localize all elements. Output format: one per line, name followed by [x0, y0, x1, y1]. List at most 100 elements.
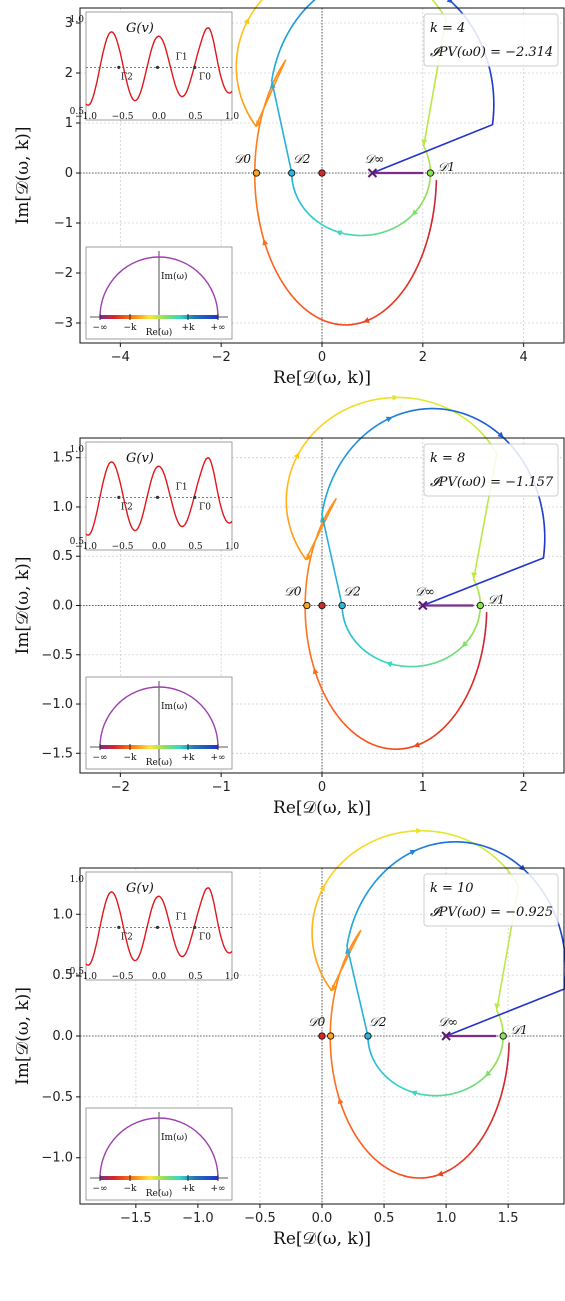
inset-im-label: Im(ω)	[161, 701, 187, 712]
point-marker	[476, 601, 484, 610]
curve-arrow	[335, 230, 343, 236]
x-tick-label: 1	[419, 780, 427, 795]
point-marker	[338, 601, 346, 610]
inset-x-tick: 0.0	[152, 112, 167, 122]
x-axis-label: Re[𝒟(ω, k)]	[273, 368, 371, 388]
point-marker	[318, 601, 326, 610]
y-axis-label: Im[𝒟(ω, k)]	[13, 987, 33, 1085]
inset-contour-baseline	[100, 315, 218, 319]
inset-contour-arc	[99, 1117, 219, 1179]
curve-segment	[321, 513, 343, 607]
y-tick-label: −1.5	[41, 746, 73, 761]
inset-crossing-point	[193, 495, 197, 499]
inset-x-tick: −1.0	[75, 542, 97, 552]
point-marker	[288, 169, 296, 177]
inset-frame	[85, 871, 233, 981]
inset-crossing-point	[117, 65, 121, 69]
curve-segment	[371, 123, 494, 174]
curve-arrow	[484, 1070, 492, 1077]
inset-tick-label: +k	[182, 1184, 196, 1194]
curve-arrow	[337, 1097, 344, 1105]
point-label: 𝒟0	[234, 152, 252, 166]
y-axis-label: Im[𝒟(ω, k)]	[13, 557, 33, 655]
inset-gamma-label: Γ0	[199, 502, 211, 512]
x-tick-label: 0	[318, 350, 326, 365]
curve-arrow	[471, 572, 478, 579]
chart-panel-0: 𝒟0 𝒟2 𝒟∞ 𝒟1 −4 −2 0 2 4 −3 −2 −1 0 1 2 3 Re[𝒟(ω, k)] I…	[13, 0, 565, 388]
y-tick-label: 0.5	[52, 549, 73, 564]
point-label: 𝒟0	[308, 1015, 326, 1029]
point-marker	[318, 169, 326, 177]
inset-tick-label: −∞	[92, 1184, 107, 1194]
inset-im-label: Im(ω)	[161, 1132, 187, 1143]
y-tick-label: −1.0	[41, 697, 73, 712]
curve-segment	[312, 0, 316, 3]
curve-arrow	[409, 849, 417, 856]
x-tick-label: −1.0	[182, 1211, 214, 1226]
inset-x-tick: −1.0	[75, 972, 97, 982]
chart-panel-1: 𝒟0 𝒟2 𝒟∞𝒟1 −2 −1 0 1 2−1.5−1.0−0.50.00.51.01.5…	[13, 394, 565, 818]
inset-G-title: G(v)	[126, 881, 154, 896]
point-marker	[318, 1032, 326, 1040]
point-label: 𝒟1	[488, 593, 505, 607]
y-tick-label: 0.5	[52, 968, 73, 983]
inset-x-tick: −0.5	[112, 542, 134, 552]
x-axis-label: Re[𝒟(ω, k)]	[273, 798, 371, 818]
axis-ticks: −1.5 −1.0 −0.5 0.0 0.5 1.0 1.5 −1.0 −0.5 0.0 0.5 1.…	[41, 907, 518, 1226]
y-tick-label: 1.0	[52, 907, 73, 922]
y-tick-label: −1.0	[41, 1151, 73, 1166]
inset-gamma-label: Γ2	[121, 932, 133, 942]
inset-crossing-point	[193, 65, 197, 69]
curve-segment	[270, 79, 293, 174]
curve-arrow	[256, 120, 262, 128]
x-tick-label: 4	[520, 350, 528, 365]
point-marker-infinity	[441, 1031, 451, 1041]
inset-x-tick: 0.5	[188, 542, 203, 552]
inset-x-tick: −0.5	[112, 972, 134, 982]
curve-arrow	[446, 0, 454, 4]
y-tick-label: −0.5	[41, 1090, 73, 1105]
inset-crossing-point	[155, 925, 160, 929]
inset-G-function: −1.0 −0.5 0.0 0.5 1.0 0.5 1.0 G(v) Γ2 Γ1 Γ0	[70, 11, 239, 122]
inset-x-tick: 0.5	[188, 972, 203, 982]
y-tick-label: 1.5	[52, 451, 73, 466]
x-tick-label: −1	[212, 780, 231, 795]
nyquist-curve	[235, 0, 495, 326]
y-tick-label: −3	[54, 316, 73, 331]
curve-arrow	[331, 984, 338, 992]
y-axis-label: Im[𝒟(ω, k)]	[13, 127, 33, 225]
x-tick-label: 1.0	[436, 1211, 457, 1226]
curve-arrow	[319, 884, 325, 892]
x-tick-label: −0.5	[244, 1211, 276, 1226]
curve-arrow	[320, 516, 326, 523]
inset-G-title: G(v)	[126, 451, 154, 466]
inset-crossing-point	[193, 925, 197, 929]
curve-segment	[255, 59, 287, 127]
k-value: k = 10	[430, 881, 474, 896]
inset-x-tick: 0.0	[152, 972, 167, 982]
inset-crossing-point	[117, 925, 121, 929]
inset-contour: Im(ω) Re(ω) −∞ −k +k +∞	[85, 246, 233, 340]
y-tick-label: 3	[65, 16, 73, 31]
inset-x-tick: 0.0	[152, 542, 167, 552]
inset-gamma-label: Γ1	[176, 482, 188, 492]
curve-arrow	[497, 431, 504, 439]
x-tick-label: 1.5	[498, 1211, 519, 1226]
y-tick-label: 1.0	[52, 500, 73, 515]
inset-G-curve	[85, 27, 233, 106]
y-tick-label: 0	[65, 166, 73, 181]
inset-gamma-label: Γ0	[199, 932, 211, 942]
inset-x-tick: −1.0	[75, 112, 97, 122]
ipv-value: 𝓘PV(ω0) = −2.314	[430, 45, 553, 60]
inset-gamma-label: Γ1	[176, 52, 188, 62]
critical-points: 𝒟0 𝒟2 𝒟∞ 𝒟1	[308, 1015, 528, 1041]
inset-tick-label: −∞	[92, 323, 107, 333]
critical-points: 𝒟0 𝒟2 𝒟∞ 𝒟1	[234, 152, 455, 178]
inset-G-function: −1.0 −0.5 0.0 0.5 1.0 0.5 1.0 G(v) Γ2 Γ1 Γ0	[70, 441, 239, 552]
k-value: k = 4	[430, 21, 465, 36]
inset-y-tick: 1.0	[70, 445, 85, 455]
inset-tick-label: −∞	[92, 753, 107, 763]
curve-arrow	[421, 138, 428, 146]
curve-arrow	[269, 82, 276, 89]
point-marker-infinity	[418, 600, 428, 611]
